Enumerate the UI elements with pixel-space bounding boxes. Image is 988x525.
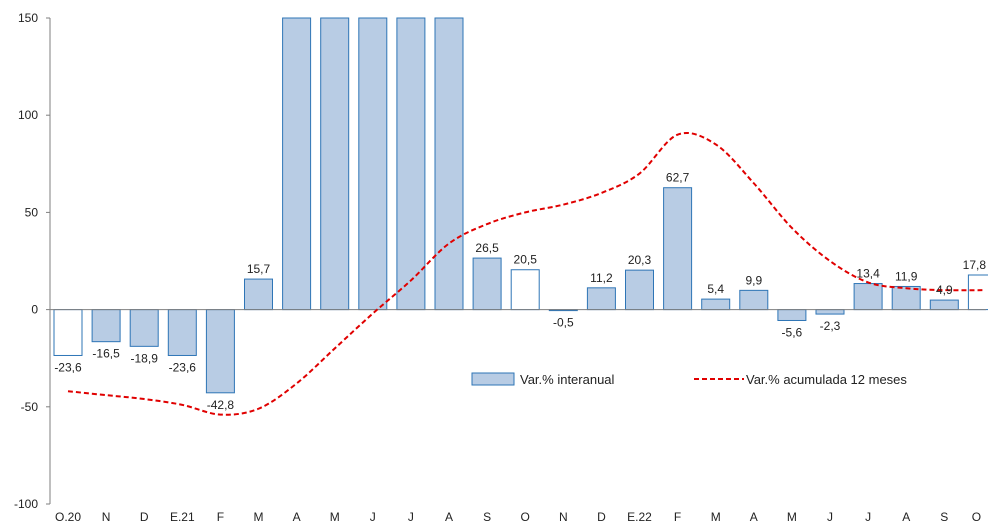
bar-6 bbox=[282, 17, 312, 311]
category-label-23: S bbox=[940, 510, 948, 524]
data-label-17: 5,4 bbox=[707, 282, 724, 296]
y-tick-label: 0 bbox=[31, 303, 38, 317]
data-label-19: -5,6 bbox=[782, 325, 803, 339]
bar-8 bbox=[358, 17, 388, 311]
category-label-15: E.22 bbox=[627, 510, 652, 524]
data-label-5: 15,7 bbox=[247, 262, 271, 276]
data-label-12: 20,5 bbox=[514, 253, 538, 267]
bar-10 bbox=[434, 17, 464, 311]
y-axis: -100 -50 0 50 100 150 bbox=[14, 11, 51, 511]
data-label-18: 9,9 bbox=[745, 273, 762, 287]
bar-4 bbox=[205, 309, 235, 394]
bar-21 bbox=[853, 283, 883, 311]
data-label-14: 11,2 bbox=[590, 271, 613, 285]
data-label-0: -23,6 bbox=[54, 360, 82, 374]
bar-5 bbox=[244, 278, 273, 311]
category-label-4: F bbox=[217, 510, 224, 524]
bar-20 bbox=[815, 309, 845, 315]
data-label-23: 4,9 bbox=[936, 283, 953, 297]
data-label-11: 26,5 bbox=[475, 241, 499, 255]
data-label-16: 62,7 bbox=[666, 171, 690, 185]
y-tick-label: 150 bbox=[18, 11, 38, 25]
data-label-20: -2,3 bbox=[820, 319, 841, 333]
data-label-21: 13,4 bbox=[856, 267, 880, 281]
category-label-24: O bbox=[972, 510, 981, 524]
category-labels: O.20 N D E.21 F M A M J J A S O N D E.22 F M A M J J A S O bbox=[55, 510, 981, 524]
category-label-9: J bbox=[408, 510, 414, 524]
bar-19 bbox=[777, 309, 807, 321]
bar-17 bbox=[701, 298, 731, 311]
y-tick-label: -50 bbox=[21, 400, 39, 414]
category-label-16: F bbox=[674, 510, 681, 524]
legend-bar-label: Var.% interanual bbox=[520, 372, 615, 387]
category-label-3: E.21 bbox=[170, 510, 195, 524]
data-label-2: -18,9 bbox=[131, 351, 159, 365]
category-label-17: M bbox=[711, 510, 721, 524]
data-labels: -23,6 -16,5 -18,9 -23,6 -42,8 15,7 26,5 20,5 -0,… bbox=[54, 171, 986, 412]
data-label-22: 11,9 bbox=[895, 269, 918, 283]
bar-15 bbox=[625, 269, 654, 311]
category-label-10: A bbox=[445, 510, 453, 524]
category-label-21: J bbox=[865, 510, 871, 524]
data-label-15: 20,3 bbox=[628, 253, 652, 267]
bar-0 bbox=[53, 309, 83, 356]
bar-9 bbox=[396, 17, 426, 311]
data-label-4: -42,8 bbox=[207, 398, 235, 412]
category-label-11: S bbox=[483, 510, 491, 524]
bars bbox=[53, 17, 988, 394]
bar-2 bbox=[129, 309, 159, 347]
bar-3 bbox=[167, 309, 197, 356]
cumulative-line bbox=[67, 131, 983, 416]
legend-bar-swatch bbox=[471, 372, 515, 386]
bar-18 bbox=[739, 289, 769, 311]
category-label-0: O.20 bbox=[55, 510, 81, 524]
category-label-5: M bbox=[254, 510, 264, 524]
category-label-19: M bbox=[787, 510, 797, 524]
category-label-20: J bbox=[827, 510, 833, 524]
category-label-13: N bbox=[559, 510, 568, 524]
bar-7 bbox=[320, 17, 350, 311]
data-label-13: -0,5 bbox=[553, 316, 574, 330]
bar-14 bbox=[586, 287, 616, 311]
category-label-1: N bbox=[102, 510, 111, 524]
data-label-1: -16,5 bbox=[92, 347, 120, 361]
bar-23 bbox=[929, 299, 959, 311]
bar-16 bbox=[663, 187, 693, 311]
category-label-2: D bbox=[140, 510, 149, 524]
category-label-8: J bbox=[370, 510, 376, 524]
data-label-3: -23,6 bbox=[169, 360, 197, 374]
data-label-24: 17,8 bbox=[963, 258, 987, 272]
category-label-14: D bbox=[597, 510, 606, 524]
category-label-18: A bbox=[750, 510, 758, 524]
y-tick-label: -100 bbox=[14, 497, 38, 511]
category-label-22: A bbox=[902, 510, 910, 524]
y-tick-label: 100 bbox=[18, 108, 38, 122]
legend-line-label: Var.% acumulada 12 meses bbox=[746, 372, 907, 387]
bar-24 bbox=[967, 274, 988, 311]
bar-11 bbox=[472, 257, 502, 311]
legend: Var.% interanual Var.% acumulada 12 mese… bbox=[471, 372, 907, 387]
cumulative-line-path bbox=[67, 131, 983, 416]
category-label-6: A bbox=[293, 510, 301, 524]
category-label-12: O bbox=[521, 510, 530, 524]
category-label-7: M bbox=[330, 510, 340, 524]
bar-1 bbox=[91, 309, 121, 343]
y-tick-label: 50 bbox=[25, 205, 39, 219]
bar-12 bbox=[510, 269, 540, 311]
